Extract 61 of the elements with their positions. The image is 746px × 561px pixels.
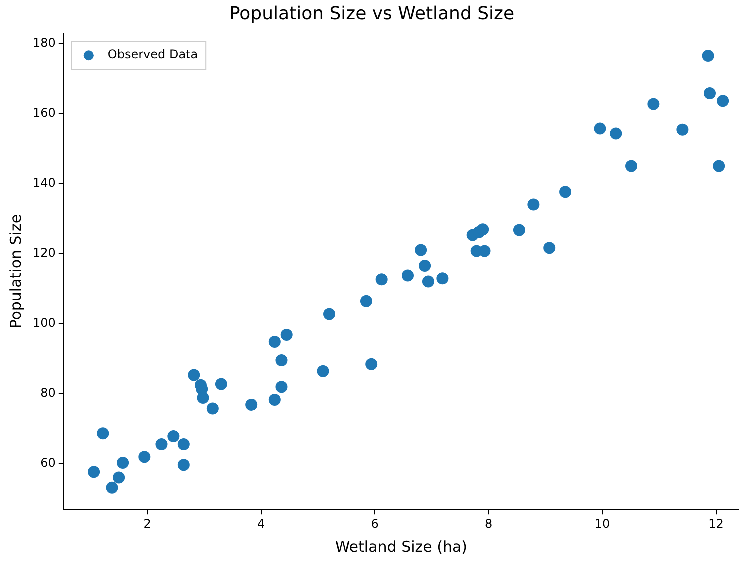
y-tick-label: 80	[40, 386, 56, 400]
x-tick-label: 12	[708, 516, 724, 531]
point	[117, 457, 130, 470]
point	[477, 224, 490, 236]
point	[138, 451, 151, 464]
point	[178, 459, 190, 472]
point	[594, 122, 606, 135]
x-tick-label: 6	[371, 516, 379, 531]
point	[676, 124, 689, 136]
point	[366, 358, 378, 370]
point	[206, 402, 219, 415]
point	[528, 198, 540, 211]
point	[276, 354, 288, 366]
y-tick-label: 60	[40, 456, 56, 470]
point	[106, 482, 118, 494]
point	[544, 242, 556, 254]
point	[168, 430, 180, 442]
y-tick-label: 180	[33, 36, 56, 50]
point	[268, 394, 281, 406]
point	[610, 128, 622, 140]
point	[376, 274, 388, 286]
x-tick-label: 10	[594, 516, 610, 531]
point	[276, 381, 288, 394]
chart-title: Population Size vs Wetland Size	[229, 3, 515, 24]
point	[704, 87, 716, 100]
x-axis-title: Wetland Size (ha)	[335, 538, 468, 556]
point	[713, 160, 726, 172]
point	[324, 308, 336, 320]
y-axis-title: Population Size	[6, 214, 25, 329]
y-tick-label: 160	[33, 106, 56, 120]
point	[415, 244, 428, 256]
point	[717, 95, 730, 108]
point	[197, 392, 210, 404]
point	[360, 295, 372, 308]
legend-label: Observed Data	[108, 48, 198, 62]
point	[215, 378, 228, 390]
point	[402, 270, 414, 282]
point	[188, 369, 200, 382]
point	[88, 466, 100, 478]
point	[626, 160, 638, 172]
point	[648, 98, 660, 110]
x-tick-label: 2	[144, 516, 152, 531]
y-tick-label: 140	[33, 176, 56, 190]
x-tick-label: 4	[257, 516, 266, 531]
point	[178, 438, 190, 450]
point	[422, 276, 434, 288]
point	[702, 50, 714, 62]
point	[317, 365, 330, 378]
y-tick-label: 100	[33, 316, 56, 330]
point	[97, 428, 110, 440]
point	[436, 272, 449, 285]
point	[268, 336, 281, 348]
point	[280, 328, 293, 341]
point	[246, 398, 258, 411]
point	[156, 438, 168, 450]
y-tick-label: 120	[33, 246, 56, 260]
point	[560, 186, 572, 198]
point	[113, 472, 126, 484]
point	[419, 260, 432, 272]
x-tick-label: 8	[484, 516, 493, 531]
point	[513, 224, 526, 236]
